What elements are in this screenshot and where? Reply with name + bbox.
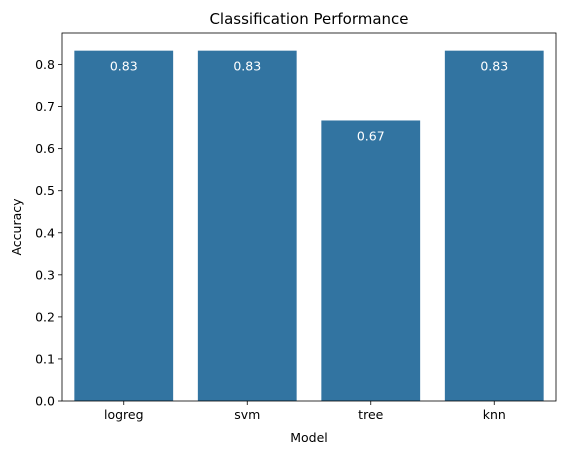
chart-title: Classification Performance (209, 10, 408, 28)
y-tick-label: 0.7 (35, 99, 55, 114)
y-axis-label: Accuracy (9, 198, 24, 256)
y-tick-label: 0.2 (35, 309, 55, 324)
data-label-tree: 0.67 (357, 128, 385, 143)
bar-logreg (74, 50, 174, 401)
y-tick-label: 0.5 (35, 183, 55, 198)
data-label-svm: 0.83 (233, 59, 261, 74)
x-tick-label-tree: tree (358, 407, 383, 422)
y-tick-label: 0.6 (35, 141, 55, 156)
y-axis-ticks: 0.0 0.1 0.2 0.3 0.4 0.5 0.6 0.7 0.8 (35, 57, 62, 409)
y-tick-label: 0.8 (35, 57, 55, 72)
plot-frame (61, 32, 557, 402)
bar-knn (444, 50, 544, 401)
x-tick-label-svm: svm (234, 407, 260, 422)
x-axis-label: Model (290, 430, 328, 445)
x-tick-label-knn: knn (483, 407, 506, 422)
y-tick-label: 0.4 (35, 225, 55, 240)
bar-svm (197, 50, 297, 401)
x-axis-ticks: logreg svm tree knn (104, 401, 506, 422)
bar-tree (321, 120, 421, 402)
bars-layer: 0.83 0.83 0.67 0.83 (74, 50, 544, 402)
data-label-logreg: 0.83 (110, 59, 138, 74)
x-tick-label-logreg: logreg (104, 407, 144, 422)
y-tick-label: 0.3 (35, 267, 55, 282)
y-tick-label: 0.0 (35, 394, 55, 409)
data-label-knn: 0.83 (480, 59, 508, 74)
y-tick-label: 0.1 (35, 351, 55, 366)
